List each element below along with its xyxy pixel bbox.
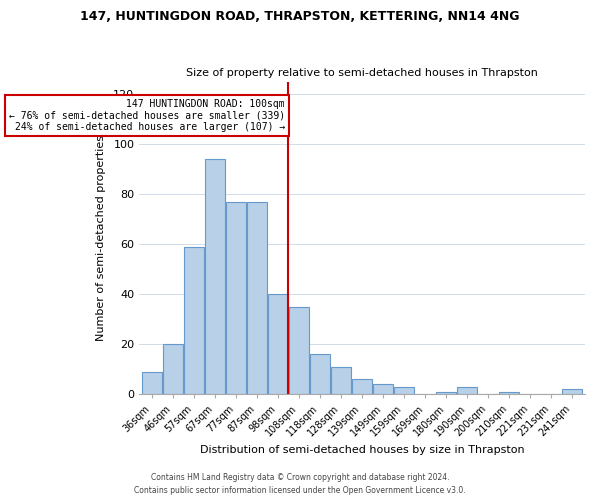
Bar: [289, 306, 309, 394]
Bar: [142, 372, 162, 394]
Text: Contains HM Land Registry data © Crown copyright and database right 2024.
Contai: Contains HM Land Registry data © Crown c…: [134, 474, 466, 495]
Bar: [436, 392, 456, 394]
Bar: [226, 202, 246, 394]
Bar: [352, 379, 372, 394]
Title: Size of property relative to semi-detached houses in Thrapston: Size of property relative to semi-detach…: [186, 68, 538, 78]
Bar: [394, 386, 414, 394]
Bar: [205, 159, 225, 394]
Bar: [163, 344, 183, 394]
Bar: [184, 246, 204, 394]
Bar: [499, 392, 519, 394]
Text: 147 HUNTINGDON ROAD: 100sqm
← 76% of semi-detached houses are smaller (339)
24% : 147 HUNTINGDON ROAD: 100sqm ← 76% of sem…: [9, 99, 285, 132]
Bar: [373, 384, 393, 394]
X-axis label: Distribution of semi-detached houses by size in Thrapston: Distribution of semi-detached houses by …: [200, 445, 524, 455]
Bar: [331, 366, 351, 394]
Bar: [562, 389, 583, 394]
Bar: [268, 294, 288, 394]
Bar: [310, 354, 330, 394]
Y-axis label: Number of semi-detached properties: Number of semi-detached properties: [97, 135, 106, 341]
Bar: [247, 202, 267, 394]
Text: 147, HUNTINGDON ROAD, THRAPSTON, KETTERING, NN14 4NG: 147, HUNTINGDON ROAD, THRAPSTON, KETTERI…: [80, 10, 520, 23]
Bar: [457, 386, 477, 394]
